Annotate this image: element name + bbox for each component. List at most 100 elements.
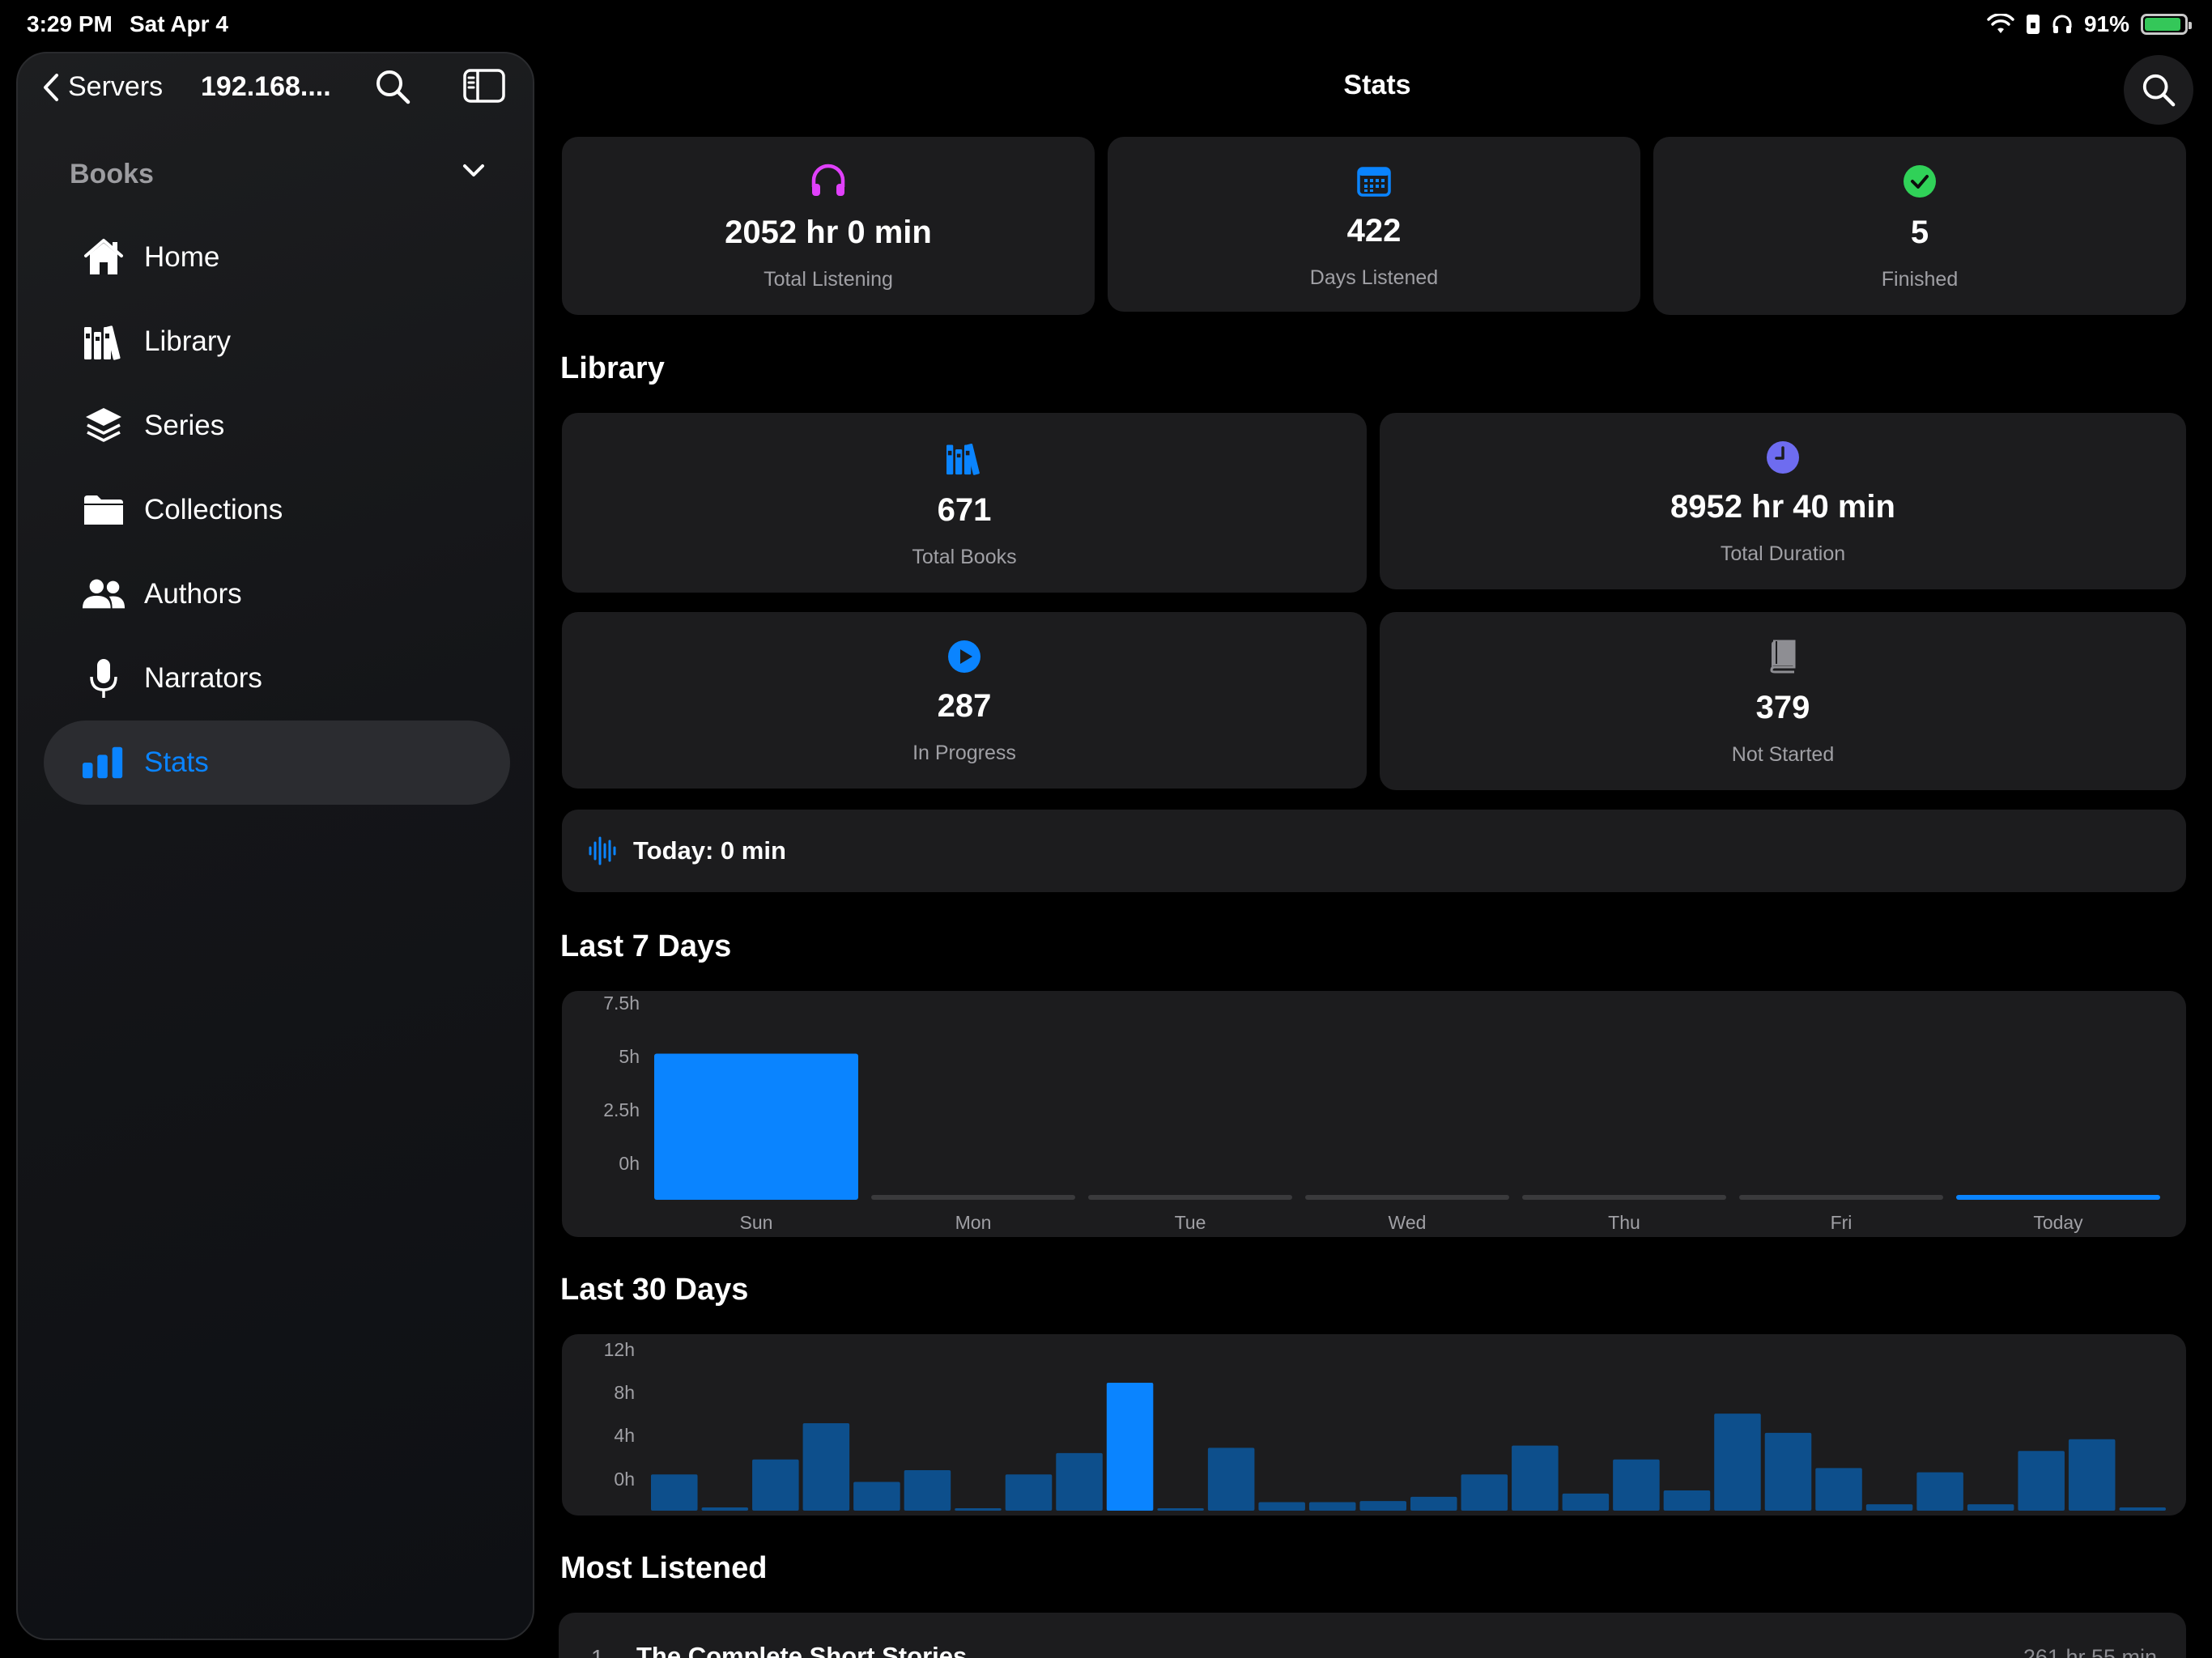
back-label: Servers [68, 71, 164, 102]
main-content: Stats 2052 hr 0 min Total Listening [559, 52, 2196, 1658]
stat-label: Finished [1881, 268, 1959, 291]
most-listened-heading: Most Listened [560, 1551, 768, 1585]
stat-value: 5 [1910, 215, 1929, 250]
sidebar-item-narrators[interactable]: Narrators [44, 636, 510, 721]
chart-bar [955, 1508, 1002, 1511]
chart-bar [1613, 1459, 1660, 1511]
chart-bar [802, 1423, 850, 1511]
status-date: Sat Apr 4 [130, 11, 228, 36]
x-tick-label: Fri [1831, 1212, 1853, 1233]
chart-bar [1207, 1448, 1255, 1511]
sidebar-item-label: Library [144, 325, 231, 357]
stat-label: Days Listened [1309, 266, 1439, 289]
chart-bar [871, 1195, 1075, 1200]
sidebar-item-label: Stats [144, 746, 209, 778]
chart-bar [1512, 1445, 1559, 1511]
headphones-icon [562, 163, 1095, 198]
sidebar-item-label: Narrators [144, 662, 262, 694]
last30-chart-card: 0h 4h 8h 12h [562, 1334, 2186, 1516]
search-button[interactable] [2124, 55, 2193, 125]
server-name[interactable]: 192.168.... [201, 71, 331, 102]
sidebar-header: Servers 192.168.... [18, 53, 533, 126]
chart-bar [1956, 1195, 2160, 1200]
sidebar-item-stats[interactable]: Stats [44, 721, 510, 805]
search-icon [376, 70, 410, 104]
chart-bar [651, 1474, 698, 1511]
books-icon [81, 319, 126, 364]
sidebar-nav: Home Library [44, 215, 510, 805]
sidebar-item-authors[interactable]: Authors [44, 552, 510, 636]
y-tick-label: 12h [604, 1339, 635, 1360]
section-collapse-button[interactable] [462, 162, 486, 184]
sidebar-item-library[interactable]: Library [44, 300, 510, 384]
sidebar-item-home[interactable]: Home [44, 215, 510, 300]
bar-chart-icon [81, 740, 126, 785]
chart-bar [1308, 1502, 1356, 1511]
people-icon [81, 572, 126, 617]
microphone-icon [81, 656, 126, 701]
chevron-left-icon [44, 73, 58, 101]
back-button[interactable]: Servers [42, 71, 163, 103]
status-bar: 3:29 PM Sat Apr 4 91% [0, 0, 2212, 52]
chart-bar [1815, 1468, 1862, 1511]
chart-bar [654, 1053, 858, 1200]
stat-card-total-duration: 8952 hr 40 min Total Duration [1380, 413, 2186, 589]
sidebar-item-label: Series [144, 410, 225, 441]
clock-icon [1380, 440, 2186, 474]
x-tick-label: Today [2033, 1212, 2083, 1233]
house-icon [81, 235, 126, 280]
sidebar-item-label: Authors [144, 578, 242, 610]
stat-value: 287 [937, 688, 992, 724]
book-closed-icon [1380, 640, 2186, 674]
stat-card-days-listened: 422 Days Listened [1108, 137, 1640, 312]
waveform-icon [589, 836, 616, 865]
chart-bar [1461, 1474, 1508, 1511]
last7-chart: 0h 2.5h 5h 7.5h Sun Mon Tue Wed Thu Fri Today [603, 993, 2160, 1233]
chart-bar [1305, 1195, 1509, 1200]
sidebar: Servers 192.168.... Books [16, 52, 534, 1640]
play-circle-icon [562, 640, 1367, 674]
sidebar-search-button[interactable] [374, 68, 411, 109]
sidebar-item-series[interactable]: Series [44, 384, 510, 468]
chart-bar [752, 1459, 799, 1511]
chart-bar [2068, 1439, 2116, 1511]
stat-label: Total Books [912, 546, 1017, 568]
chart-bar [1865, 1504, 1913, 1511]
y-tick-label: 2.5h [603, 1099, 640, 1120]
x-tick-label: Sun [740, 1212, 773, 1233]
x-tick-label: Wed [1389, 1212, 1427, 1233]
library-heading: Library [560, 351, 665, 385]
chart-bar [1739, 1195, 1943, 1200]
y-tick-label: 5h [619, 1046, 640, 1067]
chart-bar [1359, 1501, 1406, 1511]
chart-bar [1522, 1195, 1726, 1200]
stat-card-total-books: 671 Total Books [562, 413, 1367, 593]
last7-chart-card: 0h 2.5h 5h 7.5h Sun Mon Tue Wed Thu Fri Today [562, 991, 2186, 1237]
stat-card-total-listening: 2052 hr 0 min Total Listening [562, 137, 1095, 315]
page-title: Stats [1343, 70, 1411, 100]
status-indicators: 91% [1987, 11, 2192, 37]
battery-icon [2141, 14, 2192, 35]
folder-icon [81, 487, 126, 533]
chevron-down-icon [463, 164, 484, 176]
list-item[interactable]: 1 The Complete Short Stories 261 hr 55 m… [559, 1613, 2186, 1658]
toggle-sidebar-button[interactable] [463, 68, 505, 108]
x-tick-label: Mon [955, 1212, 992, 1233]
sidebar-toggle-icon [463, 69, 505, 103]
layers-icon [81, 403, 126, 449]
y-tick-label: 0h [619, 1153, 640, 1174]
y-tick-label: 4h [614, 1425, 635, 1446]
section-title[interactable]: Books [70, 159, 154, 189]
calendar-icon [1108, 164, 1640, 197]
stat-label: Not Started [1731, 743, 1835, 766]
chart-bar [1916, 1472, 1963, 1511]
last30-heading: Last 30 Days [560, 1273, 749, 1307]
stat-card-in-progress: 287 In Progress [562, 612, 1367, 789]
last30-chart: 0h 4h 8h 12h [604, 1339, 2166, 1511]
sidebar-item-collections[interactable]: Collections [44, 468, 510, 552]
chart-bar [1056, 1452, 1103, 1511]
x-tick-label: Tue [1175, 1212, 1206, 1233]
chart-bar [1106, 1383, 1154, 1511]
chart-bar [1410, 1496, 1457, 1511]
stat-value: 671 [937, 492, 992, 528]
